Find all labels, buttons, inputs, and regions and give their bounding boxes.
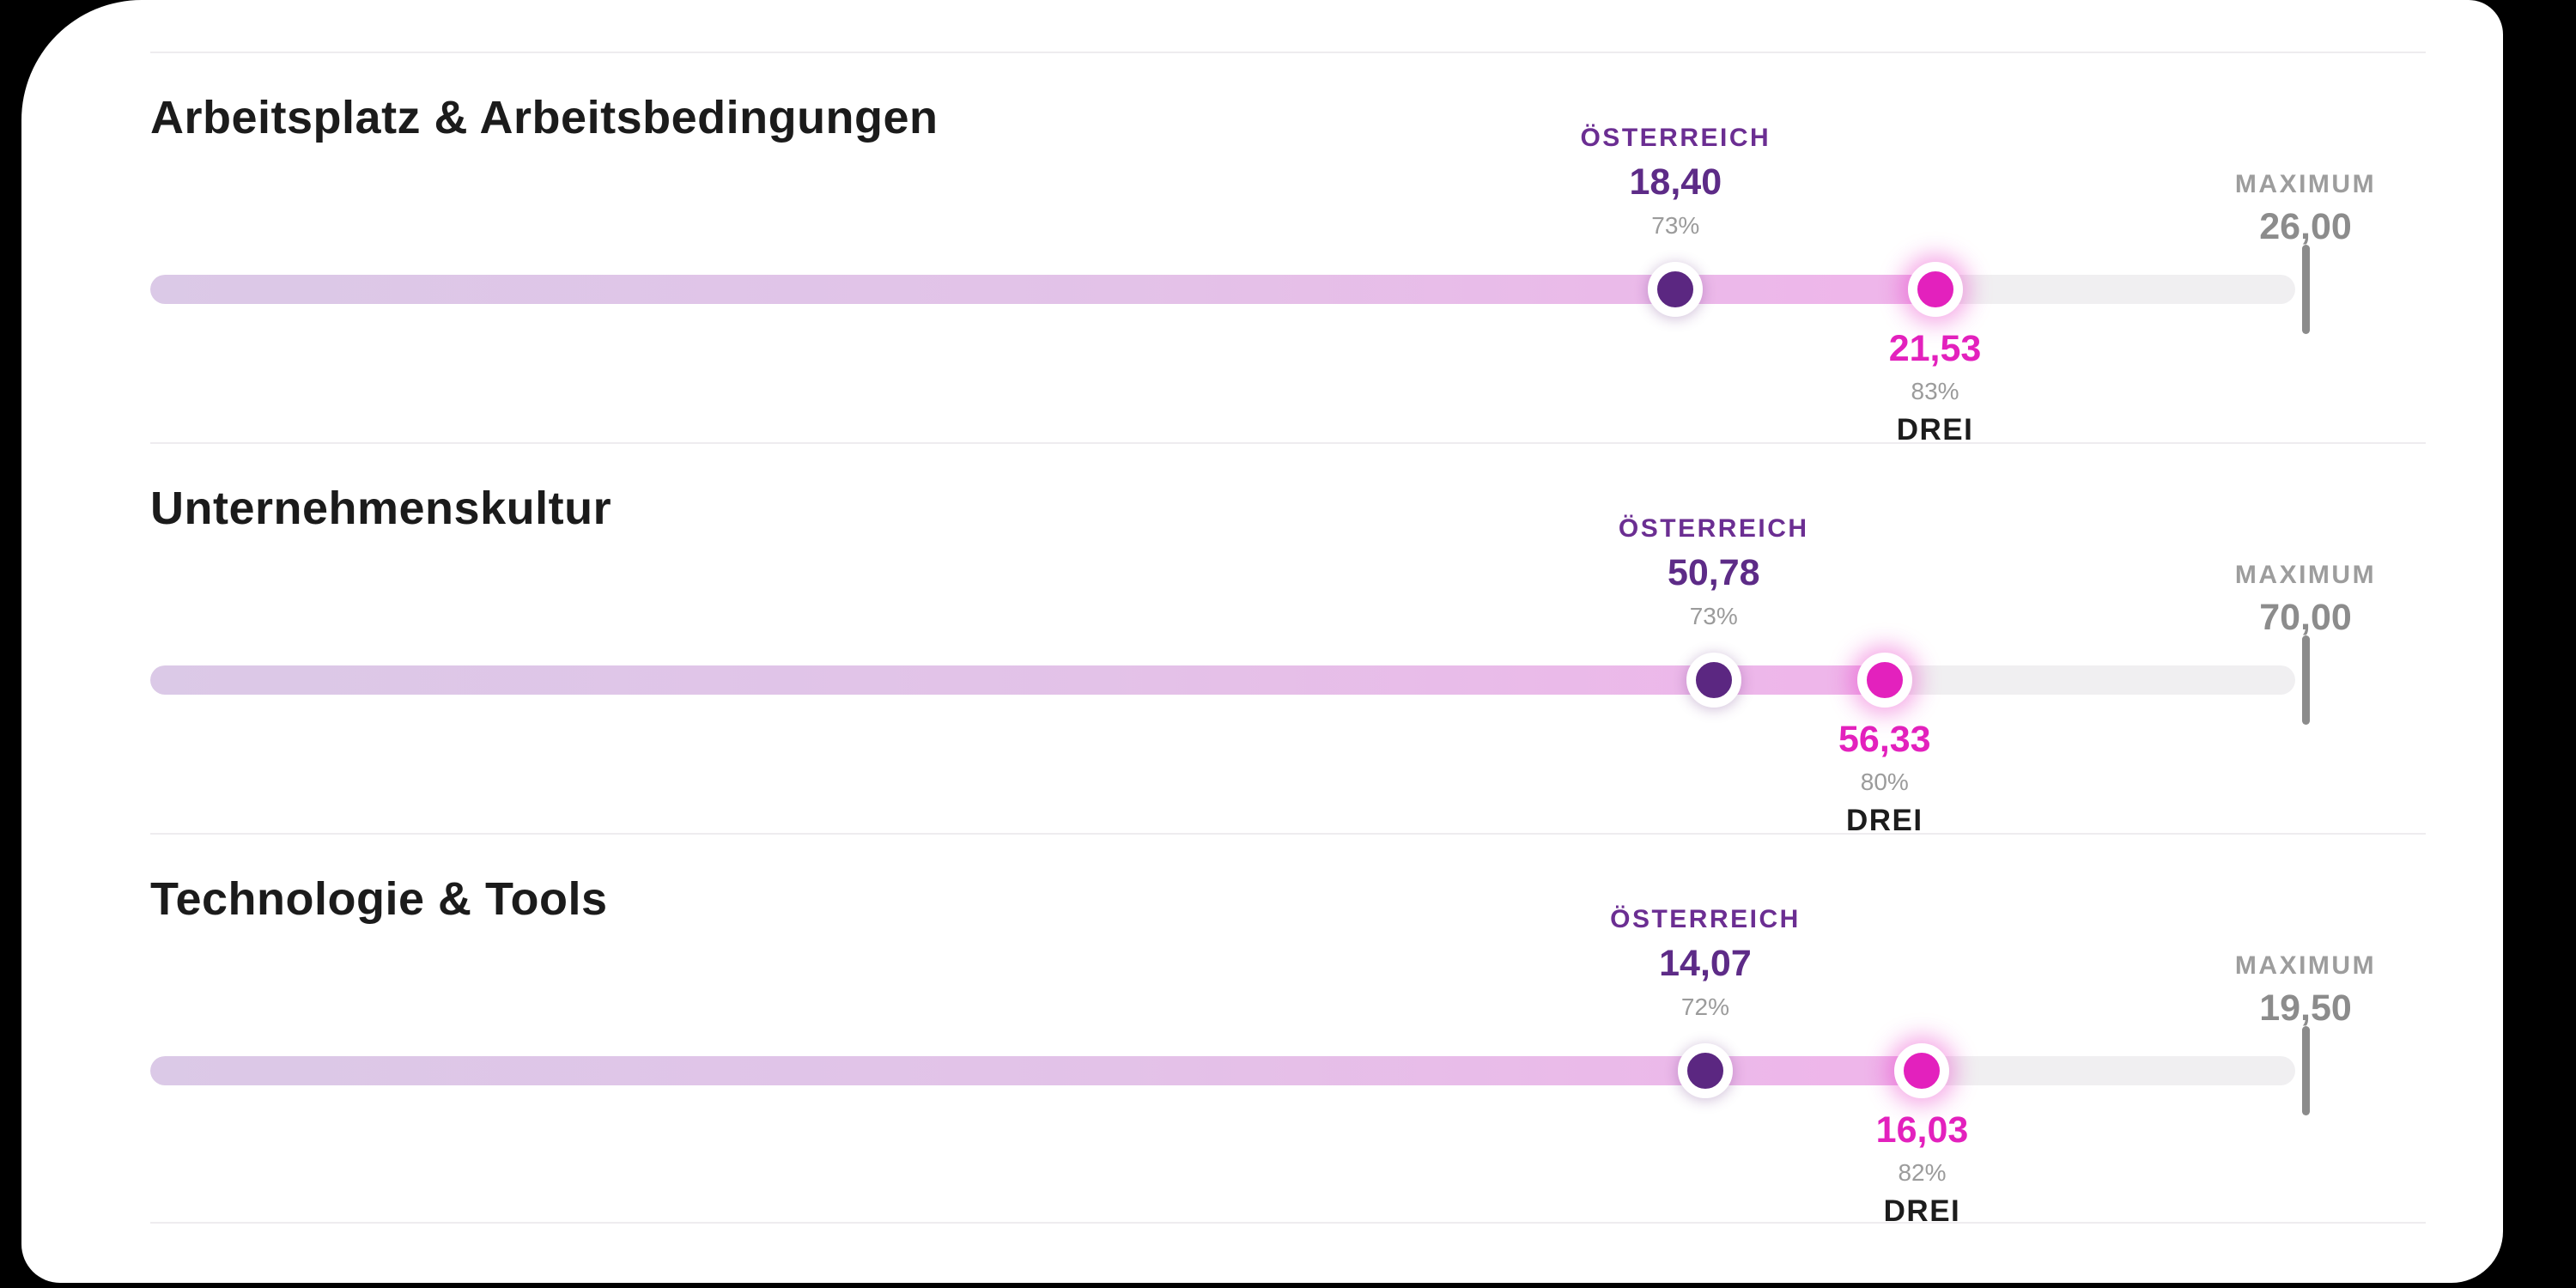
- maximum-value-group: MAXIMUM 70,00: [2235, 561, 2376, 639]
- country-value: 18,40: [1629, 161, 1722, 203]
- maximum-label: MAXIMUM: [2234, 561, 2377, 589]
- country-marker-dot: [1648, 262, 1704, 317]
- country-value: 50,78: [1667, 552, 1760, 593]
- metric-section-technologie: Technologie & Tools ÖSTERREICH 14,07 72%…: [21, 833, 2503, 1228]
- country-percent: 73%: [1651, 212, 1700, 239]
- country-percent: 72%: [1680, 993, 1729, 1020]
- provider-label: DREI: [1896, 413, 1974, 447]
- provider-marker-dot: [1894, 1043, 1950, 1098]
- metric-section-arbeitsplatz: Arbeitsplatz & Arbeitsbedingungen ÖSTERR…: [21, 52, 2503, 447]
- provider-value-group: 21,53 83% DREI: [1889, 328, 1982, 447]
- slider-fill: [150, 665, 1877, 695]
- provider-value: 21,53: [1888, 328, 1982, 369]
- maximum-label: MAXIMUM: [2234, 951, 2377, 980]
- provider-label: DREI: [1845, 804, 1923, 837]
- slider-track: [150, 1056, 2295, 1085]
- maximum-label: MAXIMUM: [2234, 170, 2377, 198]
- maximum-tick: [2302, 635, 2310, 725]
- provider-marker-dot: [1856, 653, 1912, 708]
- maximum-value-group: MAXIMUM 26,00: [2235, 170, 2376, 248]
- maximum-value-group: MAXIMUM 19,50: [2235, 951, 2376, 1030]
- provider-percent: 83%: [1911, 378, 1959, 404]
- country-marker-dot: [1677, 1043, 1733, 1098]
- provider-label: DREI: [1883, 1194, 1961, 1228]
- maximum-value: 70,00: [2259, 597, 2352, 638]
- country-value: 14,07: [1659, 943, 1752, 984]
- provider-value: 56,33: [1838, 719, 1931, 760]
- section-title: Arbeitsplatz & Arbeitsbedingungen: [150, 92, 939, 143]
- slider-fill: [150, 275, 1927, 304]
- slider-track: [150, 665, 2295, 695]
- country-label: ÖSTERREICH: [1580, 124, 1771, 152]
- country-label: ÖSTERREICH: [1610, 905, 1801, 933]
- country-value-group: ÖSTERREICH 18,40 73%: [1580, 124, 1771, 240]
- provider-percent: 80%: [1860, 769, 1909, 795]
- comparison-slider: ÖSTERREICH 18,40 73% MAXIMUM 26,00 21,53…: [150, 52, 2374, 447]
- provider-value-group: 56,33 80% DREI: [1838, 719, 1931, 838]
- country-marker-dot: [1686, 653, 1741, 708]
- maximum-tick: [2302, 245, 2310, 334]
- report-card: Arbeitsplatz & Arbeitsbedingungen ÖSTERR…: [21, 0, 2503, 1283]
- section-title: Technologie & Tools: [150, 873, 608, 925]
- provider-value: 16,03: [1875, 1109, 1969, 1151]
- metric-section-unternehmenskultur: Unternehmenskultur ÖSTERREICH 50,78 73% …: [21, 442, 2503, 837]
- maximum-value: 26,00: [2259, 206, 2352, 247]
- country-percent: 73%: [1689, 603, 1738, 629]
- provider-marker-dot: [1907, 262, 1963, 317]
- comparison-slider: ÖSTERREICH 50,78 73% MAXIMUM 70,00 56,33…: [150, 442, 2374, 837]
- maximum-tick: [2302, 1026, 2310, 1115]
- country-value-group: ÖSTERREICH 50,78 73%: [1619, 514, 1809, 630]
- country-label: ÖSTERREICH: [1618, 514, 1809, 543]
- slider-fill: [150, 1056, 1914, 1085]
- provider-percent: 82%: [1898, 1159, 1947, 1186]
- provider-value-group: 16,03 82% DREI: [1876, 1109, 1969, 1229]
- maximum-value: 19,50: [2259, 987, 2352, 1029]
- comparison-slider: ÖSTERREICH 14,07 72% MAXIMUM 19,50 16,03…: [150, 833, 2374, 1228]
- section-title: Unternehmenskultur: [150, 483, 612, 534]
- country-value-group: ÖSTERREICH 14,07 72%: [1610, 905, 1801, 1021]
- slider-track: [150, 275, 2295, 304]
